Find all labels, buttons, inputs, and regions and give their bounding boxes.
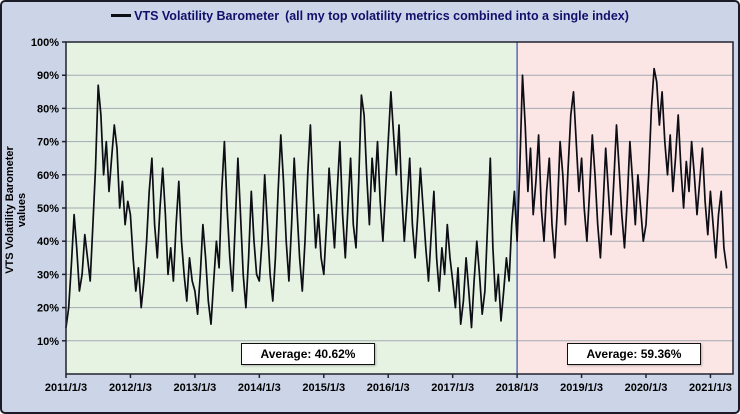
series-line	[65, 67, 728, 329]
plot-border	[65, 41, 734, 375]
x-tick-label: 2015/1/3	[302, 382, 345, 394]
x-tick-label: 2016/1/3	[367, 382, 410, 394]
x-tick-label: 2021/1/3	[689, 382, 732, 394]
y-tick-label: 60%	[37, 170, 59, 182]
y-tick-label: 10%	[37, 336, 59, 348]
average-annotation-left: Average: 40.62%	[241, 343, 375, 365]
y-tick-label: 90%	[37, 70, 59, 82]
y-tick-label: 20%	[37, 303, 59, 315]
x-tick-label: 2013/1/3	[173, 382, 216, 394]
y-tick-label: 40%	[37, 236, 59, 248]
legend-line-icon	[111, 14, 132, 18]
x-tick-label: 2012/1/3	[109, 382, 152, 394]
y-tick-label: 100%	[31, 37, 59, 49]
chart-legend: VTS Volatility Barometer (all my top vola…	[2, 9, 738, 23]
legend-note: (all my top volatility metrics combined …	[285, 9, 629, 23]
y-tick-label: 80%	[37, 103, 59, 115]
y-tick-label: 30%	[37, 269, 59, 281]
x-tick-label: 2018/1/3	[496, 382, 539, 394]
x-tick-label: 2020/1/3	[625, 382, 668, 394]
x-tick-label: 2011/1/3	[45, 382, 87, 394]
y-tick-label: 50%	[37, 203, 59, 215]
y-tick-label: 70%	[37, 137, 59, 149]
average-annotation-right: Average: 59.36%	[567, 343, 701, 365]
x-tick-label: 2017/1/3	[431, 382, 474, 394]
x-tick-label: 2019/1/3	[560, 382, 603, 394]
legend-title: VTS Volatility Barometer	[134, 9, 280, 23]
x-tick-label: 2014/1/3	[238, 382, 281, 394]
